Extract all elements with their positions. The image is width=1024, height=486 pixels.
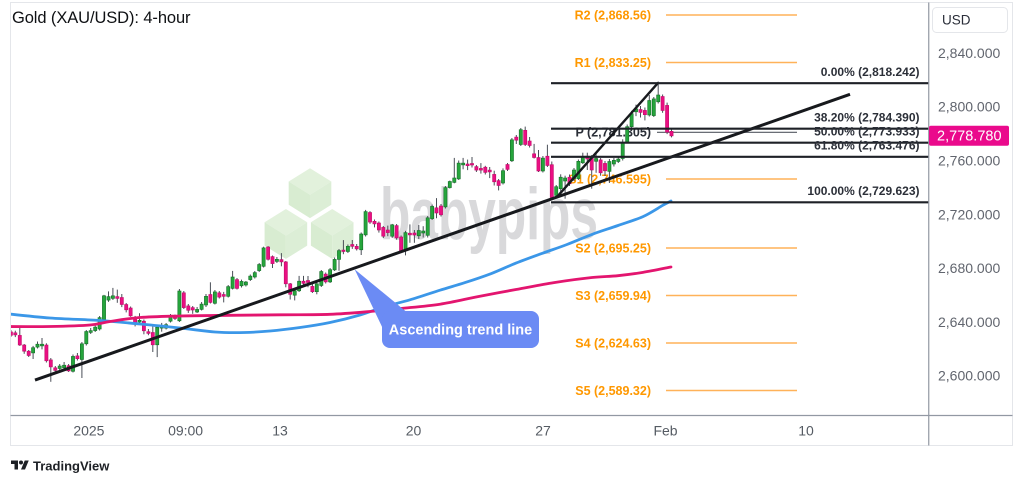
svg-text:R1 (2,833.25): R1 (2,833.25) [575,56,651,70]
svg-text:20: 20 [406,423,422,439]
svg-text:0.00% (2,818.242): 0.00% (2,818.242) [821,65,920,79]
svg-text:Feb: Feb [653,423,677,439]
svg-text:2,800.000: 2,800.000 [938,99,1000,115]
svg-text:S2 (2,695.25): S2 (2,695.25) [575,241,651,255]
svg-text:2,840.000: 2,840.000 [938,45,1000,61]
svg-text:Gold (XAU/USD): 4-hour: Gold (XAU/USD): 4-hour [12,9,191,27]
svg-text:13: 13 [272,423,288,439]
svg-text:2,760.000: 2,760.000 [938,153,1000,169]
svg-text:2,778.780: 2,778.780 [937,129,1002,145]
svg-text:2,720.000: 2,720.000 [938,206,1000,222]
svg-text:2025: 2025 [73,423,104,439]
svg-text:R2 (2,868.56): R2 (2,868.56) [575,8,651,22]
svg-text:38.20% (2,784.390): 38.20% (2,784.390) [814,111,919,125]
svg-text:61.80% (2,763.476): 61.80% (2,763.476) [814,139,919,153]
svg-text:50.00% (2,773.933): 50.00% (2,773.933) [814,125,919,139]
svg-text:S5 (2,589.32): S5 (2,589.32) [575,384,651,398]
svg-text:TradingView: TradingView [33,459,110,474]
svg-text:09:00: 09:00 [168,423,203,439]
svg-text:S3 (2,659.94): S3 (2,659.94) [575,289,651,303]
svg-text:S4 (2,624.63): S4 (2,624.63) [575,336,651,350]
svg-text:100.00% (2,729.623): 100.00% (2,729.623) [807,184,919,198]
svg-text:USD: USD [942,13,971,28]
svg-text:2,640.000: 2,640.000 [938,314,1000,330]
svg-text:2,680.000: 2,680.000 [938,260,1000,276]
svg-text:2,600.000: 2,600.000 [938,368,1000,384]
svg-text:10: 10 [798,423,814,439]
svg-text:Ascending trend line: Ascending trend line [389,323,532,339]
svg-text:27: 27 [535,423,551,439]
